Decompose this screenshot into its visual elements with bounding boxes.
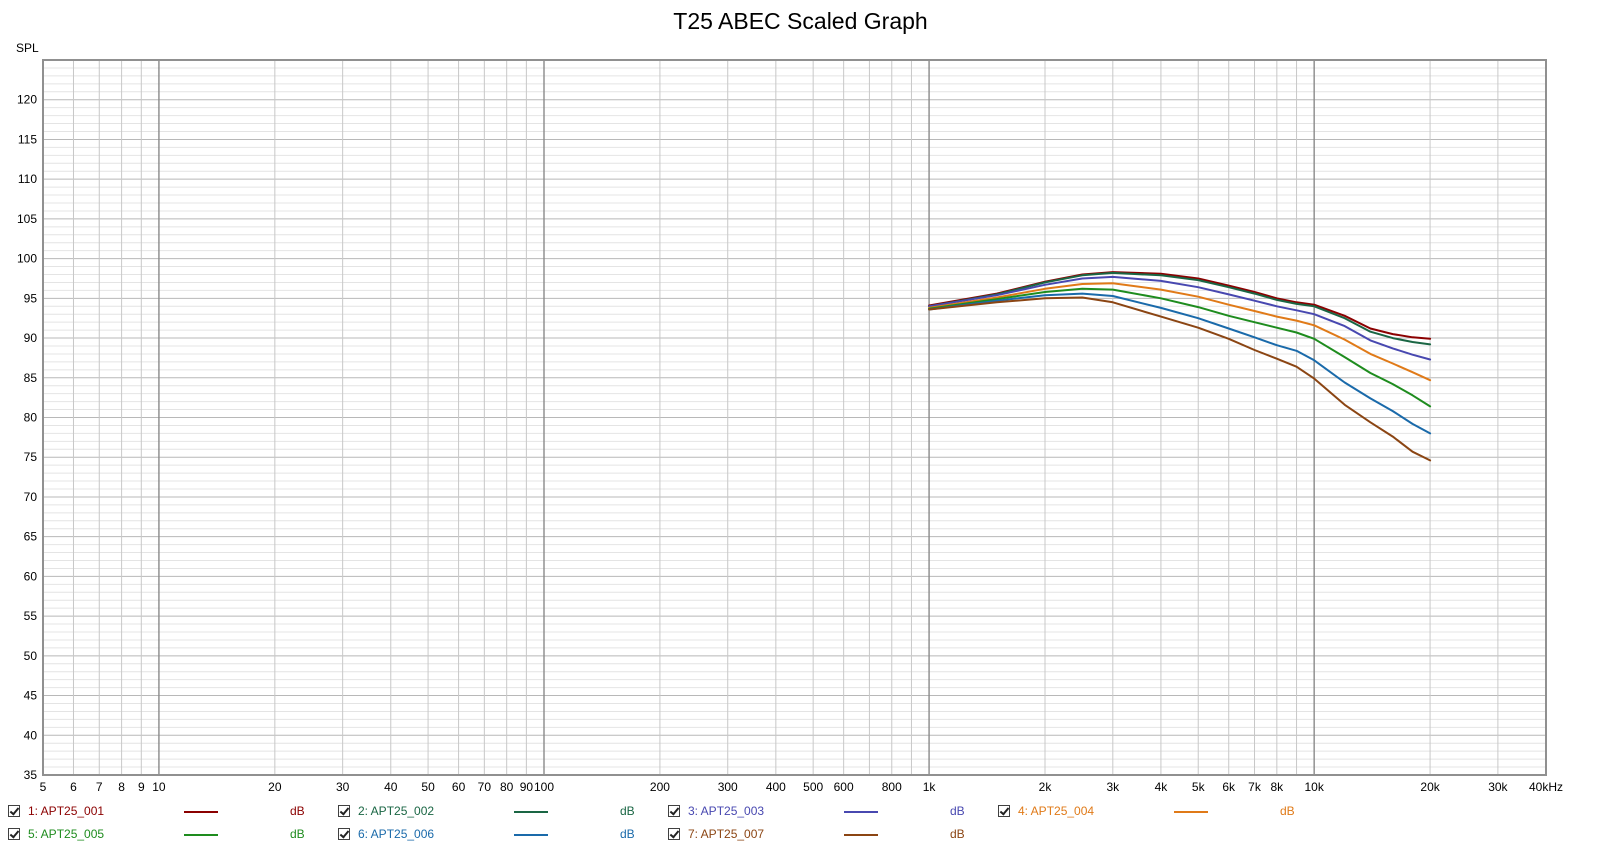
series-line xyxy=(928,287,1432,408)
y-tick-label: 45 xyxy=(24,689,38,703)
y-tick-label: 65 xyxy=(24,530,38,544)
x-tick-label: 200 xyxy=(650,780,670,794)
y-tick-label: 40 xyxy=(24,728,38,742)
x-tick-label: 20 xyxy=(268,780,282,794)
legend-unit: dB xyxy=(290,804,305,818)
legend-label: 3: APT25_003 xyxy=(688,804,765,818)
y-tick-label: 100 xyxy=(17,252,37,266)
x-tick-label: 600 xyxy=(834,780,854,794)
plot-frame xyxy=(42,59,1547,776)
y-tick-label: 75 xyxy=(24,450,38,464)
x-tick-label: 3k xyxy=(1106,780,1120,794)
x-tick-label: 90 xyxy=(520,780,534,794)
checkbox-checked-icon[interactable] xyxy=(8,828,20,840)
series-line xyxy=(928,292,1432,435)
y-tick-label: 85 xyxy=(24,371,38,385)
legend-unit: dB xyxy=(1280,804,1295,818)
chart-title: T25 ABEC Scaled Graph xyxy=(673,8,928,34)
checkbox-checked-icon[interactable] xyxy=(338,805,350,817)
checkbox-checked-icon[interactable] xyxy=(668,805,680,817)
legend-unit: dB xyxy=(950,804,965,818)
x-tick-label: 10k xyxy=(1304,780,1324,794)
legend-unit: dB xyxy=(620,804,635,818)
legend-line-swatch xyxy=(514,834,548,836)
x-tick-label: 4k xyxy=(1155,780,1169,794)
checkbox-checked-icon[interactable] xyxy=(668,828,680,840)
series-line xyxy=(928,271,1432,346)
legend-line-swatch xyxy=(184,834,218,836)
legend-line-swatch xyxy=(514,811,548,813)
legend-label: 2: APT25_002 xyxy=(358,804,435,818)
legend-unit: dB xyxy=(290,827,305,841)
x-tick-label: 30k xyxy=(1488,780,1508,794)
y-tick-label: 115 xyxy=(18,132,37,146)
y-tick-label: 80 xyxy=(24,411,38,425)
y-tick-label: 35 xyxy=(24,768,38,782)
x-tick-label: 7 xyxy=(96,780,103,794)
x-tick-label: 6 xyxy=(70,780,77,794)
y-axis-label: SPL xyxy=(16,41,39,55)
legend-unit: dB xyxy=(950,827,965,841)
x-tick-label: 5 xyxy=(40,780,47,794)
legend-label: 7: APT25_007 xyxy=(688,827,765,841)
x-tick-label: 5k xyxy=(1192,780,1206,794)
x-tick-label: 60 xyxy=(452,780,466,794)
x-tick-label: 800 xyxy=(882,780,902,794)
y-tick-label: 120 xyxy=(17,93,37,107)
legend-line-swatch xyxy=(844,811,878,813)
x-tick-label: 40 xyxy=(384,780,398,794)
x-tick-label: 6k xyxy=(1222,780,1236,794)
x-tick-label: 40kHz xyxy=(1529,780,1563,794)
legend-label: 5: APT25_005 xyxy=(28,827,105,841)
legend-unit: dB xyxy=(620,827,635,841)
x-tick-label: 8 xyxy=(118,780,125,794)
x-tick-label: 7k xyxy=(1248,780,1262,794)
legend-label: 4: APT25_004 xyxy=(1018,804,1095,818)
checkbox-checked-icon[interactable] xyxy=(998,805,1010,817)
y-tick-label: 50 xyxy=(24,649,38,663)
y-tick-label: 60 xyxy=(24,569,38,583)
y-tick-label: 70 xyxy=(24,490,38,504)
legend-line-swatch xyxy=(184,811,218,813)
legend-line-swatch xyxy=(1174,811,1208,813)
legend-label: 1: APT25_001 xyxy=(28,804,105,818)
y-tick-label: 110 xyxy=(18,172,37,186)
legend-line-swatch xyxy=(844,834,878,836)
x-tick-label: 2k xyxy=(1039,780,1053,794)
y-tick-label: 90 xyxy=(24,331,38,345)
x-tick-label: 20k xyxy=(1420,780,1440,794)
y-tick-label: 95 xyxy=(24,291,38,305)
x-tick-label: 8k xyxy=(1270,780,1284,794)
checkbox-checked-icon[interactable] xyxy=(8,805,20,817)
checkbox-checked-icon[interactable] xyxy=(338,828,350,840)
series-line xyxy=(928,275,1432,361)
x-tick-label: 50 xyxy=(421,780,435,794)
x-tick-label: 10 xyxy=(152,780,166,794)
x-tick-label: 100 xyxy=(534,780,554,794)
x-tick-label: 30 xyxy=(336,780,350,794)
x-tick-label: 80 xyxy=(500,780,514,794)
y-tick-label: 55 xyxy=(24,609,38,623)
x-tick-label: 70 xyxy=(478,780,492,794)
series-line xyxy=(928,296,1432,462)
x-tick-label: 400 xyxy=(766,780,786,794)
x-tick-label: 1k xyxy=(923,780,937,794)
x-tick-label: 9 xyxy=(138,780,145,794)
series-line xyxy=(928,282,1432,382)
y-tick-label: 105 xyxy=(17,212,37,226)
x-tick-label: 500 xyxy=(803,780,823,794)
x-tick-label: 300 xyxy=(718,780,738,794)
legend-label: 6: APT25_006 xyxy=(358,827,435,841)
